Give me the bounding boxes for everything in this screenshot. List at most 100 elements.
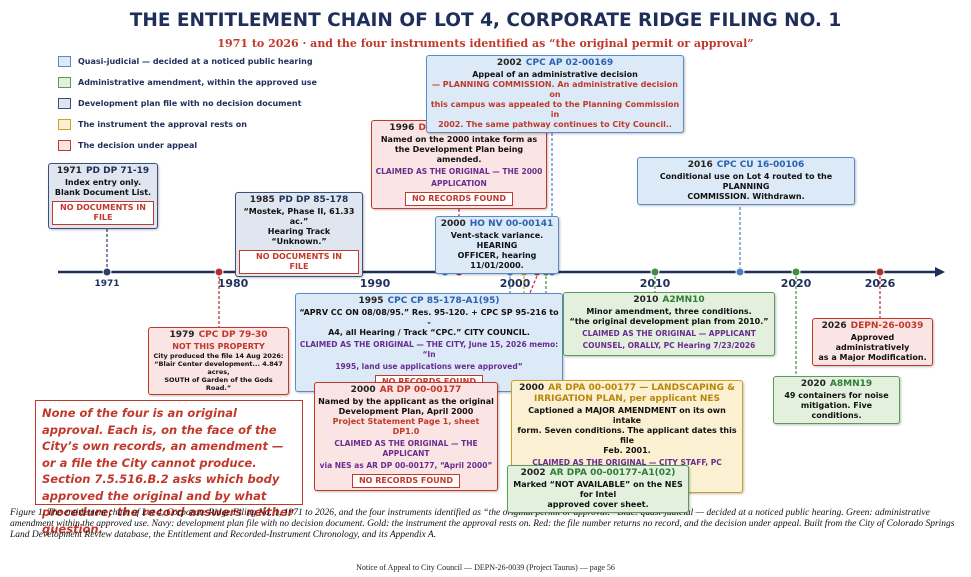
event-year: 1996	[389, 123, 415, 133]
event-heading: 1995 CPC CP 85-178-A1(95)	[299, 296, 559, 307]
event-text: approved cover sheet.	[547, 500, 649, 509]
event-text: — PLANNING COMMISSION. An administrative…	[432, 80, 678, 99]
event-box: 2010 A2MN10 Minor amendment, three conditi…	[563, 292, 775, 356]
claim-text: via NES as AR DP 00-00177, “April 2000”	[319, 461, 493, 470]
timeline-dot	[650, 267, 660, 277]
timeline-dot	[214, 267, 224, 277]
event-year: 1979	[169, 330, 195, 340]
legend-item: Administrative amendment, within the app…	[58, 77, 317, 88]
event-heading: 2016 CPC CU 16-00106	[641, 160, 851, 171]
event-text: mitigation. Five conditions.	[800, 401, 873, 420]
event-id: AR DPA 00-00177-A1(02)	[549, 468, 676, 478]
event-year: 2000	[519, 383, 545, 393]
event-year: 2002	[496, 58, 522, 68]
event-text: Marked “NOT AVAILABLE” on the NES for In…	[513, 480, 683, 499]
event-text: Hearing Track “Unknown.”	[267, 227, 331, 246]
event-box: 1971 PD DP 71-19 Index entry only. Blank Do…	[48, 163, 158, 229]
event-text: OFFICER, hearing 11/01/2000.	[457, 251, 537, 270]
badge: NO RECORDS FOUND	[404, 192, 514, 206]
event-text: Index entry only.	[64, 178, 142, 187]
event-text: City produced the file 14 Aug 2026:	[153, 352, 284, 360]
legend-label: Development plan file with no decision d…	[78, 99, 302, 108]
event-box: 1996DS DP 85-178-A3 (96)Named on the 200…	[371, 120, 547, 209]
event-text: Captioned a MAJOR AMENDMENT on its own i…	[528, 406, 726, 425]
axis-label: 1990	[360, 277, 391, 290]
axis-label: 1980	[218, 277, 249, 290]
event-heading: 1985 PD DP 85-178	[239, 195, 359, 206]
claim-text: CLAIMED AS THE ORIGINAL — THE CITY, June…	[299, 340, 559, 359]
timeline-dot	[791, 267, 801, 277]
footer: Notice of Appeal to City Council — DEPN-…	[356, 563, 615, 572]
claim-text: 1995, land use applications were approve…	[335, 362, 523, 371]
timeline-dot	[735, 267, 745, 277]
event-text: Appeal of an administrative decision	[472, 70, 638, 79]
claim-text: APPLICATION	[431, 179, 487, 188]
badge: NO DOCUMENTS IN FILE	[52, 201, 154, 225]
event-box: 1995 CPC CP 85-178-A1(95) “APRV CC ON 08/0…	[295, 293, 563, 392]
event-year: 2000	[440, 219, 466, 229]
badge: NO DOCUMENTS IN FILE	[239, 250, 359, 274]
event-id: CPC CU 16-00106	[716, 160, 805, 170]
event-text: “APRV CC ON 08/08/95.” Res. 95-120. + CP…	[299, 308, 559, 327]
claim-text: COUNSEL, ORALLY, PC Hearing 7/23/2026	[582, 341, 756, 350]
event-year: 2020	[800, 379, 826, 389]
event-year: 1971	[56, 166, 82, 176]
event-text: Feb. 2001.	[603, 446, 651, 455]
event-id: DEPN-26-0039	[850, 321, 924, 331]
event-text: “Blair Center development... 4.847 acres…	[154, 360, 283, 376]
axis-label: 1971	[94, 279, 119, 289]
event-id: CPC DP 79-30	[198, 330, 268, 340]
event-box: 2000 AR DP 00-00177 Named by the applicant…	[314, 382, 498, 491]
event-text: 49 containers for noise	[784, 391, 889, 400]
legend-swatch	[58, 140, 71, 151]
event-text: COMMISSION. Withdrawn.	[687, 192, 805, 201]
event-heading: 2002 CPC AP 02-00169	[430, 58, 680, 69]
timeline-dot	[875, 267, 885, 277]
event-text: SOUTH of Garden of the Gods Road.”	[164, 376, 273, 392]
event-id: A2MN10	[662, 295, 705, 305]
title: THE ENTITLEMENT CHAIN OF LOT 4, CORPORAT…	[129, 10, 842, 31]
event-text: Approved administratively	[835, 333, 910, 352]
event-text: the Development Plan being amended.	[394, 145, 524, 164]
timeline-dot	[102, 267, 112, 277]
event-heading: 2000 AR DP 00-00177	[318, 385, 494, 396]
claim-text: CLAIMED AS THE ORIGINAL — APPLICANT	[582, 329, 756, 338]
legend-item: The decision under appeal	[58, 140, 197, 151]
event-text: Vent-stack variance. HEARING	[450, 231, 544, 250]
event-heading: 2010 A2MN10	[567, 295, 771, 306]
badge: NO RECORDS FOUND	[351, 474, 461, 488]
event-text: Project Statement Page 1, sheet DP1.0	[332, 417, 480, 436]
legend-swatch	[58, 119, 71, 130]
event-text: form. Seven conditions. The applicant da…	[517, 426, 737, 445]
event-id: CPC CP 85-178-A1(95)	[387, 296, 500, 306]
event-text: “Mostek, Phase II, 61.33 ac.”	[243, 207, 355, 226]
event-text: Named by the applicant as the original	[318, 397, 494, 406]
event-id: HO NV 00-00141	[469, 219, 554, 229]
event-text: Minor amendment, three conditions.	[586, 307, 752, 316]
event-text: Blank Document List.	[54, 188, 152, 197]
legend-item: Development plan file with no decision d…	[58, 98, 301, 109]
event-text: Named on the 2000 intake form as	[380, 135, 538, 144]
legend-label: The decision under appeal	[78, 141, 198, 150]
event-heading: 1971 PD DP 71-19	[52, 166, 154, 177]
event-id: AR DP 00-00177	[379, 385, 462, 395]
legend-swatch	[58, 98, 71, 109]
legend-swatch	[58, 77, 71, 88]
event-year: 1995	[358, 296, 384, 306]
event-id: PD DP 85-178	[278, 195, 349, 205]
event-box: 1979 CPC DP 79-30 NOT THIS PROPERTY City pr…	[148, 327, 289, 395]
event-heading: 2000 AR DPA 00-00177 — LANDSCAPING & IRRI…	[515, 383, 739, 405]
event-id: A8MN19	[829, 379, 873, 389]
callout: None of the four is an original approval…	[35, 400, 303, 536]
timeline-arrow	[935, 267, 945, 277]
legend-label: Administrative amendment, within the app…	[78, 78, 317, 87]
event-text: this campus was appealed to the Planning…	[430, 100, 680, 119]
badge-row: NO DOCUMENTS IN FILE	[52, 198, 154, 225]
legend-label: The instrument the approval rests on	[78, 120, 247, 129]
badge-row: NO RECORDS FOUND	[375, 189, 543, 206]
caption: Figure 1. The entitlement chain of Lot 4…	[10, 508, 955, 540]
event-id: PD DP 71-19	[85, 166, 150, 176]
event-box: 2002 CPC AP 02-00169 Appeal of an administ…	[426, 55, 684, 133]
event-text: Development Plan, April 2000	[338, 407, 474, 416]
